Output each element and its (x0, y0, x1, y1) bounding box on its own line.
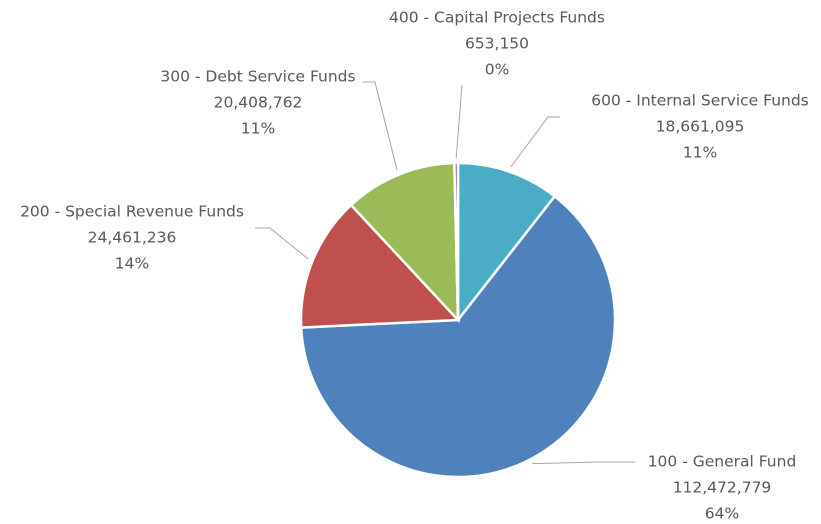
pie-slice (299, 194, 617, 479)
value-label: 20,408,762 (214, 94, 303, 112)
percent-label: 14% (115, 255, 149, 273)
pie-slice (299, 203, 461, 329)
value-label: 24,461,236 (88, 229, 177, 247)
value-label: 112,472,779 (673, 479, 772, 497)
slice-label: 300 - Debt Service Funds (160, 68, 355, 86)
value-label: 18,661,095 (656, 118, 745, 136)
value-label: 653,150 (465, 35, 529, 53)
leader-line (455, 84, 463, 159)
leader-line (255, 227, 309, 260)
percent-label: 64% (705, 505, 739, 523)
percent-label: 11% (241, 120, 275, 138)
percent-label: 0% (485, 61, 510, 79)
pie-slice (349, 161, 460, 324)
slice-label: 400 - Capital Projects Funds (389, 9, 605, 27)
pie-slice (456, 161, 557, 324)
pie-slice (453, 161, 460, 321)
leader-line (532, 461, 635, 465)
percent-label: 11% (683, 144, 717, 162)
slice-label: 200 - Special Revenue Funds (20, 203, 244, 221)
leader-line (510, 116, 560, 168)
leader-line (363, 81, 398, 171)
slice-label: 100 - General Fund (648, 453, 797, 471)
slice-label: 600 - Internal Service Funds (591, 92, 809, 110)
